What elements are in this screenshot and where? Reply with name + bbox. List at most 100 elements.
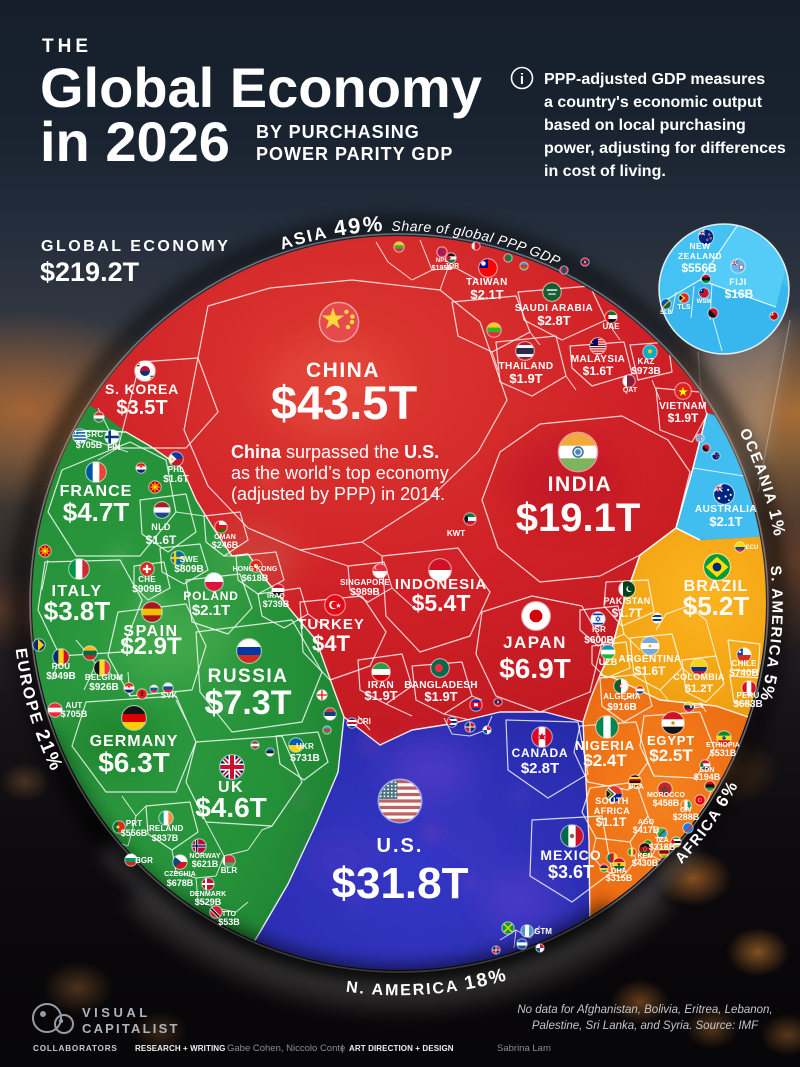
svg-text:UZB: UZB (599, 657, 618, 667)
svg-text:$531B: $531B (710, 748, 737, 758)
svg-text:NEW: NEW (689, 241, 711, 251)
svg-text:$1.6T: $1.6T (635, 664, 666, 678)
svg-text:MOROCCO: MOROCCO (647, 792, 685, 799)
svg-text:BLR: BLR (221, 866, 238, 875)
svg-text:$2.8T: $2.8T (537, 313, 570, 328)
svg-text:$1.6T: $1.6T (163, 474, 189, 485)
svg-text:$683B: $683B (733, 699, 762, 710)
svg-text:CHINA: CHINA (306, 359, 380, 382)
svg-text:NPL: NPL (436, 258, 449, 264)
svg-text:Global Economy: Global Economy (40, 56, 482, 119)
svg-text:FIJI: FIJI (729, 277, 747, 287)
svg-text:$618B: $618B (242, 573, 269, 583)
svg-text:PPP-adjusted GDP measures: PPP-adjusted GDP measures (544, 71, 765, 88)
svg-text:$973B: $973B (631, 366, 660, 377)
svg-text:$556B: $556B (121, 828, 148, 838)
svg-text:$1.1T: $1.1T (596, 815, 627, 829)
svg-text:$5.2T: $5.2T (683, 591, 750, 621)
svg-text:IRAN: IRAN (368, 680, 394, 691)
svg-text:WSM: WSM (697, 299, 712, 305)
svg-text:GLOBAL ECONOMY: GLOBAL ECONOMY (41, 238, 230, 255)
svg-text:GHA: GHA (611, 868, 627, 875)
svg-text:No data for Afghanistan, Boliv: No data for Afghanistan, Bolivia, Eritre… (517, 1004, 772, 1016)
svg-text:COLLABORATORS: COLLABORATORS (33, 1044, 118, 1053)
svg-text:VEN: VEN (689, 703, 703, 710)
svg-text:UK: UK (218, 779, 244, 796)
svg-text:ROU: ROU (52, 662, 70, 671)
svg-text:SOUTH: SOUTH (595, 796, 629, 806)
svg-text:PRT: PRT (126, 819, 143, 828)
svg-text:ZEALAND: ZEALAND (678, 251, 722, 261)
svg-text:BY PURCHASING: BY PURCHASING (256, 122, 420, 142)
svg-text:$2.1T: $2.1T (470, 287, 503, 302)
svg-text:PERU: PERU (736, 691, 759, 700)
svg-text:TURKEY: TURKEY (297, 616, 365, 633)
svg-text:based on local purchasing: based on local purchasing (544, 117, 746, 134)
svg-text:$7.3T: $7.3T (205, 684, 292, 722)
svg-text:SPAIN: SPAIN (123, 623, 178, 640)
svg-text:$1.9T: $1.9T (509, 371, 542, 386)
svg-text:AFRICA: AFRICA (594, 806, 630, 816)
svg-text:$949B: $949B (46, 671, 75, 682)
svg-text:NIGERIA: NIGERIA (575, 738, 635, 753)
svg-text:ITALY: ITALY (51, 583, 102, 600)
svg-text:$837B: $837B (152, 833, 179, 843)
svg-text:BRAZIL: BRAZIL (684, 578, 749, 595)
svg-text:$740B: $740B (729, 668, 758, 679)
svg-text:$458B: $458B (653, 798, 680, 808)
svg-text:THE: THE (42, 36, 92, 57)
svg-text:UGA: UGA (628, 784, 644, 791)
svg-text:in 2026: in 2026 (40, 110, 230, 173)
svg-text:NLD: NLD (151, 522, 171, 532)
svg-text:$219.2T: $219.2T (40, 257, 140, 287)
svg-text:IRELAND: IRELAND (147, 824, 184, 833)
svg-text:$1.6T: $1.6T (146, 533, 177, 547)
svg-text:GTM: GTM (534, 927, 552, 936)
svg-text:BELGIUM: BELGIUM (85, 673, 123, 682)
svg-text:ISR: ISR (592, 625, 606, 634)
svg-text:AGO: AGO (638, 819, 655, 826)
svg-text:PAKISTAN: PAKISTAN (603, 596, 650, 606)
svg-text:BANGLADESH: BANGLADESH (404, 680, 478, 691)
svg-text:$1.9T: $1.9T (364, 688, 397, 703)
svg-text:Sabrina Lam: Sabrina Lam (497, 1043, 551, 1054)
svg-text:$4T: $4T (312, 631, 350, 656)
svg-text:KAZ: KAZ (637, 357, 654, 366)
svg-text:GERMANY: GERMANY (90, 733, 179, 750)
svg-text:$194B: $194B (694, 772, 721, 782)
svg-text:DENMARK: DENMARK (190, 891, 226, 898)
svg-text:$4.7T: $4.7T (63, 497, 130, 527)
svg-text:$926B: $926B (89, 682, 118, 693)
svg-text:INDIA: INDIA (548, 473, 613, 496)
svg-text:TLS: TLS (677, 304, 691, 311)
svg-text:TTO: TTO (222, 911, 237, 918)
svg-text:$288B: $288B (673, 812, 700, 822)
svg-text:IRAQ: IRAQ (267, 593, 285, 600)
svg-text:$3.6T: $3.6T (548, 862, 594, 882)
svg-text:OMAN: OMAN (214, 534, 236, 541)
svg-text:SWE: SWE (180, 555, 199, 564)
svg-text:$2.4T: $2.4T (583, 751, 627, 770)
svg-text:HONG KONG: HONG KONG (233, 566, 278, 573)
svg-text:$529B: $529B (195, 897, 222, 907)
svg-text:SVK: SVK (161, 691, 178, 700)
svg-text:$6.9T: $6.9T (499, 653, 571, 684)
svg-text:KEN: KEN (637, 853, 652, 860)
svg-text:PHL: PHL (168, 465, 185, 474)
svg-text:$1.7T: $1.7T (612, 606, 643, 620)
svg-text:$430B: $430B (632, 858, 659, 868)
svg-text:$556B: $556B (681, 261, 717, 275)
svg-text:$417B: $417B (633, 825, 660, 835)
svg-text:$43.5T: $43.5T (271, 376, 418, 429)
svg-text:China surpassed the U.S.: China surpassed the U.S. (231, 442, 439, 462)
svg-text:|: | (341, 1043, 343, 1054)
svg-text:BGR: BGR (135, 856, 153, 865)
svg-text:TAIWAN: TAIWAN (466, 277, 508, 288)
svg-text:U.S.: U.S. (377, 835, 424, 857)
svg-text:JAPAN: JAPAN (503, 633, 567, 652)
svg-text:$2.8T: $2.8T (521, 760, 559, 777)
svg-text:$1.2T: $1.2T (685, 683, 713, 695)
svg-text:$16B: $16B (725, 287, 754, 301)
svg-text:$731B: $731B (290, 753, 319, 764)
svg-text:$318B: $318B (649, 842, 676, 852)
